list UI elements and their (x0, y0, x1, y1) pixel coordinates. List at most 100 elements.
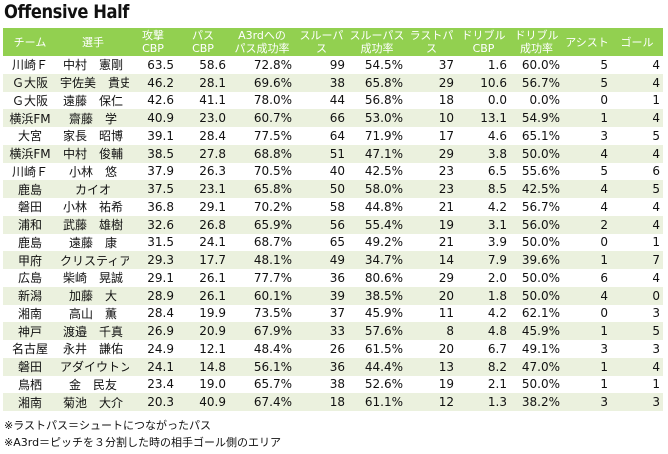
stat-cell: 37 (295, 304, 348, 323)
stat-cell: 29 (406, 73, 457, 92)
team-cell: 甲府 (3, 251, 57, 269)
stat-cell: 42.5% (348, 162, 406, 181)
table-row: 横浜FM 齋藤 学 40.9 23.0 60.7% 66 53.0% 10 13.1 54.9% 1… (3, 109, 663, 127)
stat-cell: 1.8 (457, 286, 510, 305)
stat-cell: 0 (563, 304, 611, 323)
stat-cell: 26.1 (177, 269, 229, 287)
stat-cell: 3.1 (457, 215, 510, 234)
stat-cell: 17 (406, 127, 457, 145)
stat-cell: 29 (406, 144, 457, 163)
stat-cell: 47.1% (348, 144, 406, 163)
stat-cell: 19 (406, 375, 457, 394)
stat-cell: 26.9 (129, 322, 177, 340)
stat-cell: 38.5% (348, 286, 406, 305)
stat-cell: 60.1% (229, 286, 295, 305)
stat-cell: 1 (611, 375, 663, 394)
stat-cell: 0 (563, 233, 611, 252)
stat-cell: 3 (563, 393, 611, 411)
stat-cell: 23 (406, 162, 457, 181)
stat-cell: 45.9% (510, 322, 563, 340)
column-header: A3rdへの パス成功率 (229, 28, 295, 56)
stat-cell: 5 (563, 73, 611, 92)
stat-cell: 20 (406, 286, 457, 305)
stat-cell: 4 (563, 180, 611, 198)
stat-cell: 38.2% (510, 393, 563, 411)
player-cell: 家長 昭博 (57, 127, 129, 145)
table-row: 鳥栖金 民友 23.4 19.0 65.7% 38 52.6% 19 2.1 50.0% 1 1 (3, 375, 663, 394)
stat-cell: 56.8% (348, 91, 406, 110)
stat-cell: 20.9 (177, 322, 229, 340)
stat-cell: 50.0% (510, 375, 563, 394)
column-header: ラストパス (406, 28, 457, 56)
player-cell: 菊池 大介 (57, 393, 129, 411)
team-cell: Ｇ大阪 (3, 91, 57, 110)
stat-cell: 50.0% (510, 286, 563, 305)
stat-cell: 38.5 (129, 144, 177, 163)
column-header: スルーパス (295, 28, 348, 56)
stat-cell: 28.4 (177, 127, 229, 145)
stat-cell: 27.8 (177, 144, 229, 163)
team-cell: 湘南 (3, 304, 57, 323)
player-cell: 中村 俊輔 (57, 144, 129, 163)
team-cell: 鹿島 (3, 233, 57, 252)
stat-cell: 20 (406, 340, 457, 358)
table-row: 川崎Ｆ 小林 悠 37.9 26.3 70.5% 40 42.5% 23 6.5 55.6% 5 6 (3, 162, 663, 181)
stat-cell: 40 (295, 162, 348, 181)
player-cell: クリスティアーノ (57, 251, 129, 269)
header-row: チーム 選手 攻撃 CBP パス CBP A3rdへの パス成功率 スルーパス スルーパス … (3, 28, 663, 56)
team-cell: 広島 (3, 269, 57, 287)
player-cell: 齋藤 学 (57, 109, 129, 127)
stat-cell: 67.9% (229, 322, 295, 340)
stat-cell: 77.7% (229, 269, 295, 287)
stat-cell: 29.1 (177, 198, 229, 216)
stat-cell: 50.0% (510, 144, 563, 163)
column-header: ドリブル CBP (457, 28, 510, 56)
stat-cell: 69.6% (229, 73, 295, 92)
stat-cell: 46.2 (129, 73, 177, 92)
stat-cell: 1 (563, 322, 611, 340)
stat-cell: 60.0% (510, 56, 563, 74)
stat-cell: 40.9 (129, 109, 177, 127)
stat-cell: 49.1% (510, 340, 563, 358)
stat-cell: 24.1 (129, 357, 177, 376)
stat-cell: 5 (611, 127, 663, 145)
stat-cell: 4.6 (457, 127, 510, 145)
stat-cell: 73.5% (229, 304, 295, 323)
player-cell: 加藤 大 (57, 286, 129, 305)
player-cell: 宇佐美 貴史 (57, 73, 129, 92)
stat-cell: 5 (563, 162, 611, 181)
stat-cell: 23.4 (129, 375, 177, 394)
stat-cell: 53.0% (348, 109, 406, 127)
stat-cell: 57.6% (348, 322, 406, 340)
player-cell: 中村 憲剛 (57, 56, 129, 74)
stat-cell: 5 (563, 56, 611, 74)
stat-cell: 28.4 (129, 304, 177, 323)
stat-cell: 4 (611, 144, 663, 163)
stat-cell: 60.7% (229, 109, 295, 127)
stat-cell: 56.7% (510, 198, 563, 216)
stat-cell: 4 (563, 198, 611, 216)
stat-cell: 44.4% (348, 357, 406, 376)
team-cell: 鳥栖 (3, 375, 57, 394)
column-header: 攻撃 CBP (129, 28, 177, 56)
stat-cell: 39 (295, 286, 348, 305)
table-row: Ｇ大阪 宇佐美 貴史 46.2 28.1 69.6% 38 65.8% 29 10.6 56.7%… (3, 73, 663, 92)
stat-cell: 18 (295, 393, 348, 411)
player-cell: 小林 祐希 (57, 198, 129, 216)
stat-cell: 31.5 (129, 233, 177, 252)
stat-cell: 19.0 (177, 375, 229, 394)
stat-cell: 13.1 (457, 109, 510, 127)
stat-cell: 68.8% (229, 144, 295, 163)
stat-cell: 4 (611, 215, 663, 234)
stat-cell: 58.0% (348, 180, 406, 198)
player-cell: 金 民友 (57, 375, 129, 394)
stat-cell: 64 (295, 127, 348, 145)
table-row: Ｇ大阪 遠藤 保仁 42.6 41.1 78.0% 44 56.8% 18 0.0 0.0% 0 1 (3, 91, 663, 110)
footnote-a3rd: ※A3rd＝ピッチを３分割した時の相手ゴール側のエリア (4, 436, 282, 449)
stat-cell: 34.7% (348, 251, 406, 269)
stat-cell: 1.3 (457, 393, 510, 411)
team-cell: Ｇ大阪 (3, 73, 57, 92)
stat-cell: 4 (611, 109, 663, 127)
stat-cell: 36.8 (129, 198, 177, 216)
stat-cell: 3.8 (457, 144, 510, 163)
